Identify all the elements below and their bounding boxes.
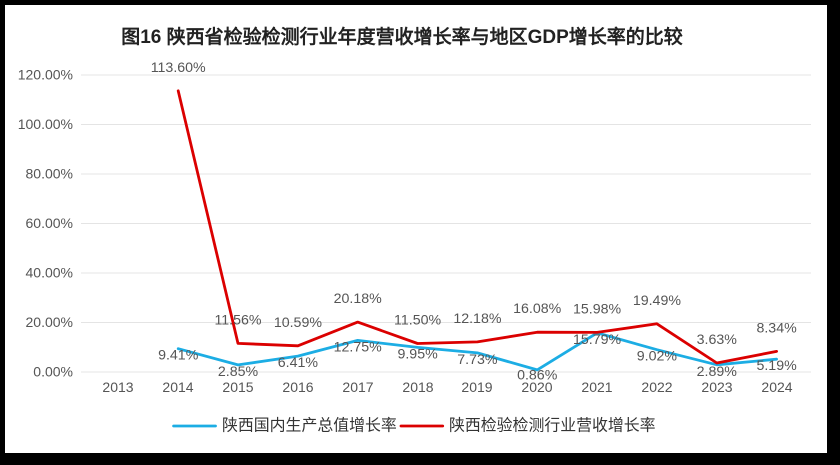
svg-text:16.08%: 16.08% bbox=[513, 301, 562, 317]
svg-text:20.18%: 20.18% bbox=[334, 291, 383, 307]
svg-text:40.00%: 40.00% bbox=[26, 265, 73, 281]
svg-text:12.18%: 12.18% bbox=[453, 311, 502, 327]
svg-text:19.49%: 19.49% bbox=[633, 293, 682, 309]
svg-text:20.00%: 20.00% bbox=[26, 314, 73, 330]
svg-text:11.56%: 11.56% bbox=[214, 312, 261, 328]
svg-text:2014: 2014 bbox=[162, 379, 193, 395]
svg-text:2022: 2022 bbox=[641, 379, 672, 395]
svg-text:60.00%: 60.00% bbox=[26, 215, 73, 231]
svg-text:6.41%: 6.41% bbox=[278, 355, 319, 371]
svg-text:0.00%: 0.00% bbox=[33, 364, 73, 380]
svg-text:80.00%: 80.00% bbox=[26, 166, 73, 182]
svg-text:8.34%: 8.34% bbox=[756, 320, 797, 336]
svg-text:9.02%: 9.02% bbox=[637, 349, 678, 365]
svg-text:2023: 2023 bbox=[701, 379, 732, 395]
svg-text:12.75%: 12.75% bbox=[334, 339, 383, 355]
svg-text:5.19%: 5.19% bbox=[756, 358, 797, 374]
svg-text:120.00%: 120.00% bbox=[18, 67, 73, 83]
svg-text:11.50%: 11.50% bbox=[394, 313, 441, 329]
svg-text:2013: 2013 bbox=[102, 379, 133, 395]
svg-text:100.00%: 100.00% bbox=[18, 116, 73, 132]
svg-text:2.85%: 2.85% bbox=[218, 364, 259, 380]
svg-text:15.79%: 15.79% bbox=[573, 332, 622, 348]
svg-text:9.41%: 9.41% bbox=[158, 348, 199, 364]
svg-text:2019: 2019 bbox=[461, 379, 492, 395]
svg-text:15.98%: 15.98% bbox=[573, 301, 622, 317]
svg-text:陕西检验检测行业营收增长率: 陕西检验检测行业营收增长率 bbox=[449, 417, 656, 435]
svg-text:2024: 2024 bbox=[761, 379, 792, 395]
svg-text:10.59%: 10.59% bbox=[274, 315, 323, 331]
svg-text:2018: 2018 bbox=[402, 379, 433, 395]
svg-text:2017: 2017 bbox=[342, 379, 373, 395]
svg-text:2.89%: 2.89% bbox=[697, 364, 738, 380]
svg-text:0.86%: 0.86% bbox=[517, 368, 558, 384]
svg-text:2015: 2015 bbox=[222, 379, 253, 395]
svg-text:2021: 2021 bbox=[581, 379, 612, 395]
svg-text:2016: 2016 bbox=[282, 379, 313, 395]
svg-text:9.95%: 9.95% bbox=[397, 346, 438, 362]
svg-text:7.73%: 7.73% bbox=[457, 352, 498, 368]
svg-text:113.60%: 113.60% bbox=[151, 60, 206, 76]
svg-text:3.63%: 3.63% bbox=[697, 332, 738, 348]
svg-text:陕西国内生产总值增长率: 陕西国内生产总值增长率 bbox=[222, 417, 397, 435]
